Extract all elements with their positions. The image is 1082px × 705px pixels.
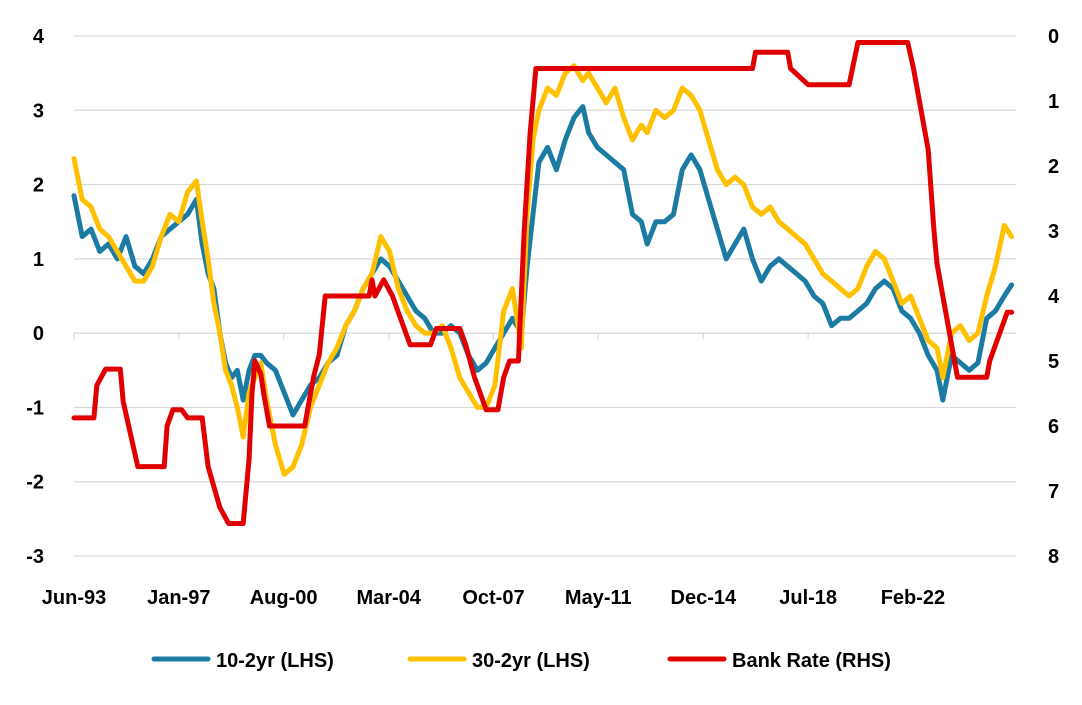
- gridlines: [73, 35, 1016, 557]
- legend-label: Bank Rate (RHS): [732, 650, 891, 672]
- left-tick-label: 1: [33, 249, 44, 271]
- right-tick-label: 5: [1048, 351, 1059, 373]
- series-lines: [71, 40, 1015, 526]
- right-tick-label: 2: [1048, 156, 1059, 178]
- x-tick-label: Jun-93: [42, 587, 106, 609]
- x-tick-label: Feb-22: [881, 587, 945, 609]
- legend-label: 30-2yr (LHS): [472, 650, 590, 672]
- x-tick-label: Dec-14: [671, 587, 737, 609]
- left-tick-label: -2: [26, 472, 44, 494]
- legend-label: 10-2yr (LHS): [216, 650, 334, 672]
- left-tick-label: -3: [26, 546, 44, 568]
- left-axis-ticks: 4 3 2 1 0 -1 -2 -3: [26, 26, 45, 568]
- series-line-3: [71, 40, 1015, 526]
- x-tick-label: Oct-07: [462, 587, 524, 609]
- x-axis-ticks: Jun-93 Jan-97 Aug-00 Mar-04 Oct-07 May-11 Dec-…: [42, 587, 945, 609]
- x-tick-label: Mar-04: [356, 587, 421, 609]
- legend: 10-2yr (LHS) 30-2yr (LHS) Bank Rate (RHS): [151, 650, 891, 672]
- series-line-2: [71, 63, 1015, 477]
- right-tick-label: 0: [1048, 26, 1059, 48]
- x-tick-label: Aug-00: [250, 587, 318, 609]
- right-tick-label: 7: [1048, 481, 1059, 503]
- right-tick-label: 6: [1048, 416, 1059, 438]
- left-tick-label: 4: [33, 26, 45, 48]
- left-tick-label: -1: [26, 397, 44, 419]
- left-tick-label: 0: [33, 323, 44, 345]
- x-tick-label: May-11: [565, 587, 632, 609]
- x-tick-label: Jul-18: [779, 587, 837, 609]
- right-tick-label: 1: [1048, 91, 1059, 113]
- left-tick-label: 3: [33, 100, 44, 122]
- right-axis-ticks: 0 1 2 3 4 5 6 7 8: [1048, 26, 1060, 568]
- right-tick-label: 8: [1048, 546, 1059, 568]
- x-tick-label: Jan-97: [147, 587, 210, 609]
- left-tick-label: 2: [33, 175, 44, 197]
- right-tick-label: 3: [1048, 221, 1059, 243]
- right-tick-label: 4: [1048, 286, 1060, 308]
